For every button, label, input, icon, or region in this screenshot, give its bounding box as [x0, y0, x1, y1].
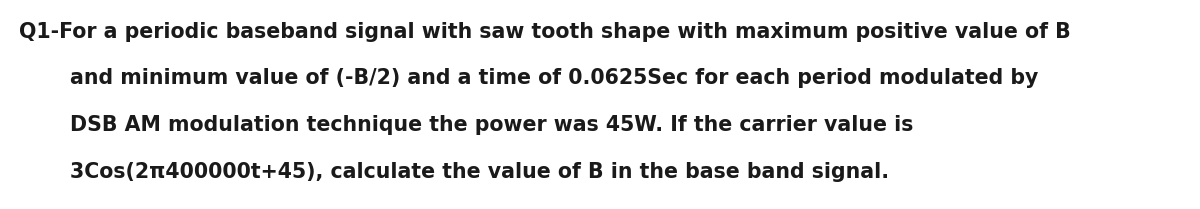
Text: and minimum value of (-B/2) and a time of 0.0625Sec for each period modulated by: and minimum value of (-B/2) and a time o… — [70, 68, 1038, 88]
Text: 3Cos(2π400000t+45), calculate the value of B in the base band signal.: 3Cos(2π400000t+45), calculate the value … — [70, 162, 889, 182]
Text: Q1-For a periodic baseband signal with saw tooth shape with maximum positive val: Q1-For a periodic baseband signal with s… — [19, 22, 1070, 42]
Text: DSB AM modulation technique the power was 45W. If the carrier value is: DSB AM modulation technique the power wa… — [70, 115, 913, 135]
